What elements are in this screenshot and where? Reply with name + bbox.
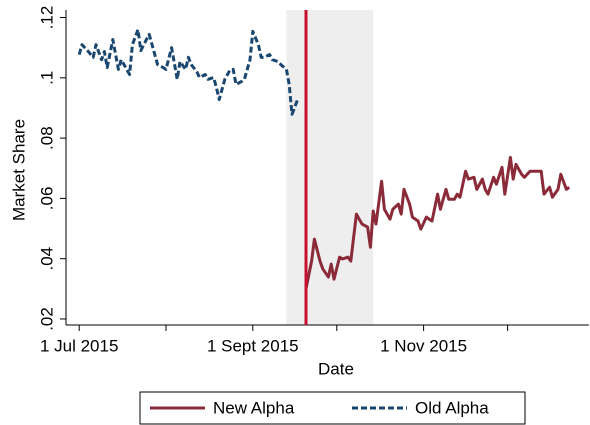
y-tick-label: .1 <box>37 71 56 85</box>
y-axis-label: Market Share <box>9 119 28 221</box>
legend-label: Old Alpha <box>415 398 489 417</box>
legend-label: New Alpha <box>213 398 295 417</box>
y-tick-label: .06 <box>37 187 56 211</box>
x-tick-label: 1 Sept 2015 <box>207 336 299 355</box>
y-tick-label: .12 <box>37 6 56 30</box>
y-tick-label: .08 <box>37 126 56 150</box>
x-tick-label: 1 Nov 2015 <box>380 336 467 355</box>
y-tick-label: .02 <box>37 307 56 331</box>
x-tick-label: 1 Jul 2015 <box>40 336 118 355</box>
series-line <box>304 155 571 290</box>
y-tick-label: .04 <box>37 247 56 271</box>
x-axis-label: Date <box>318 359 354 378</box>
series-line <box>77 28 300 116</box>
shaded-region <box>286 10 374 325</box>
